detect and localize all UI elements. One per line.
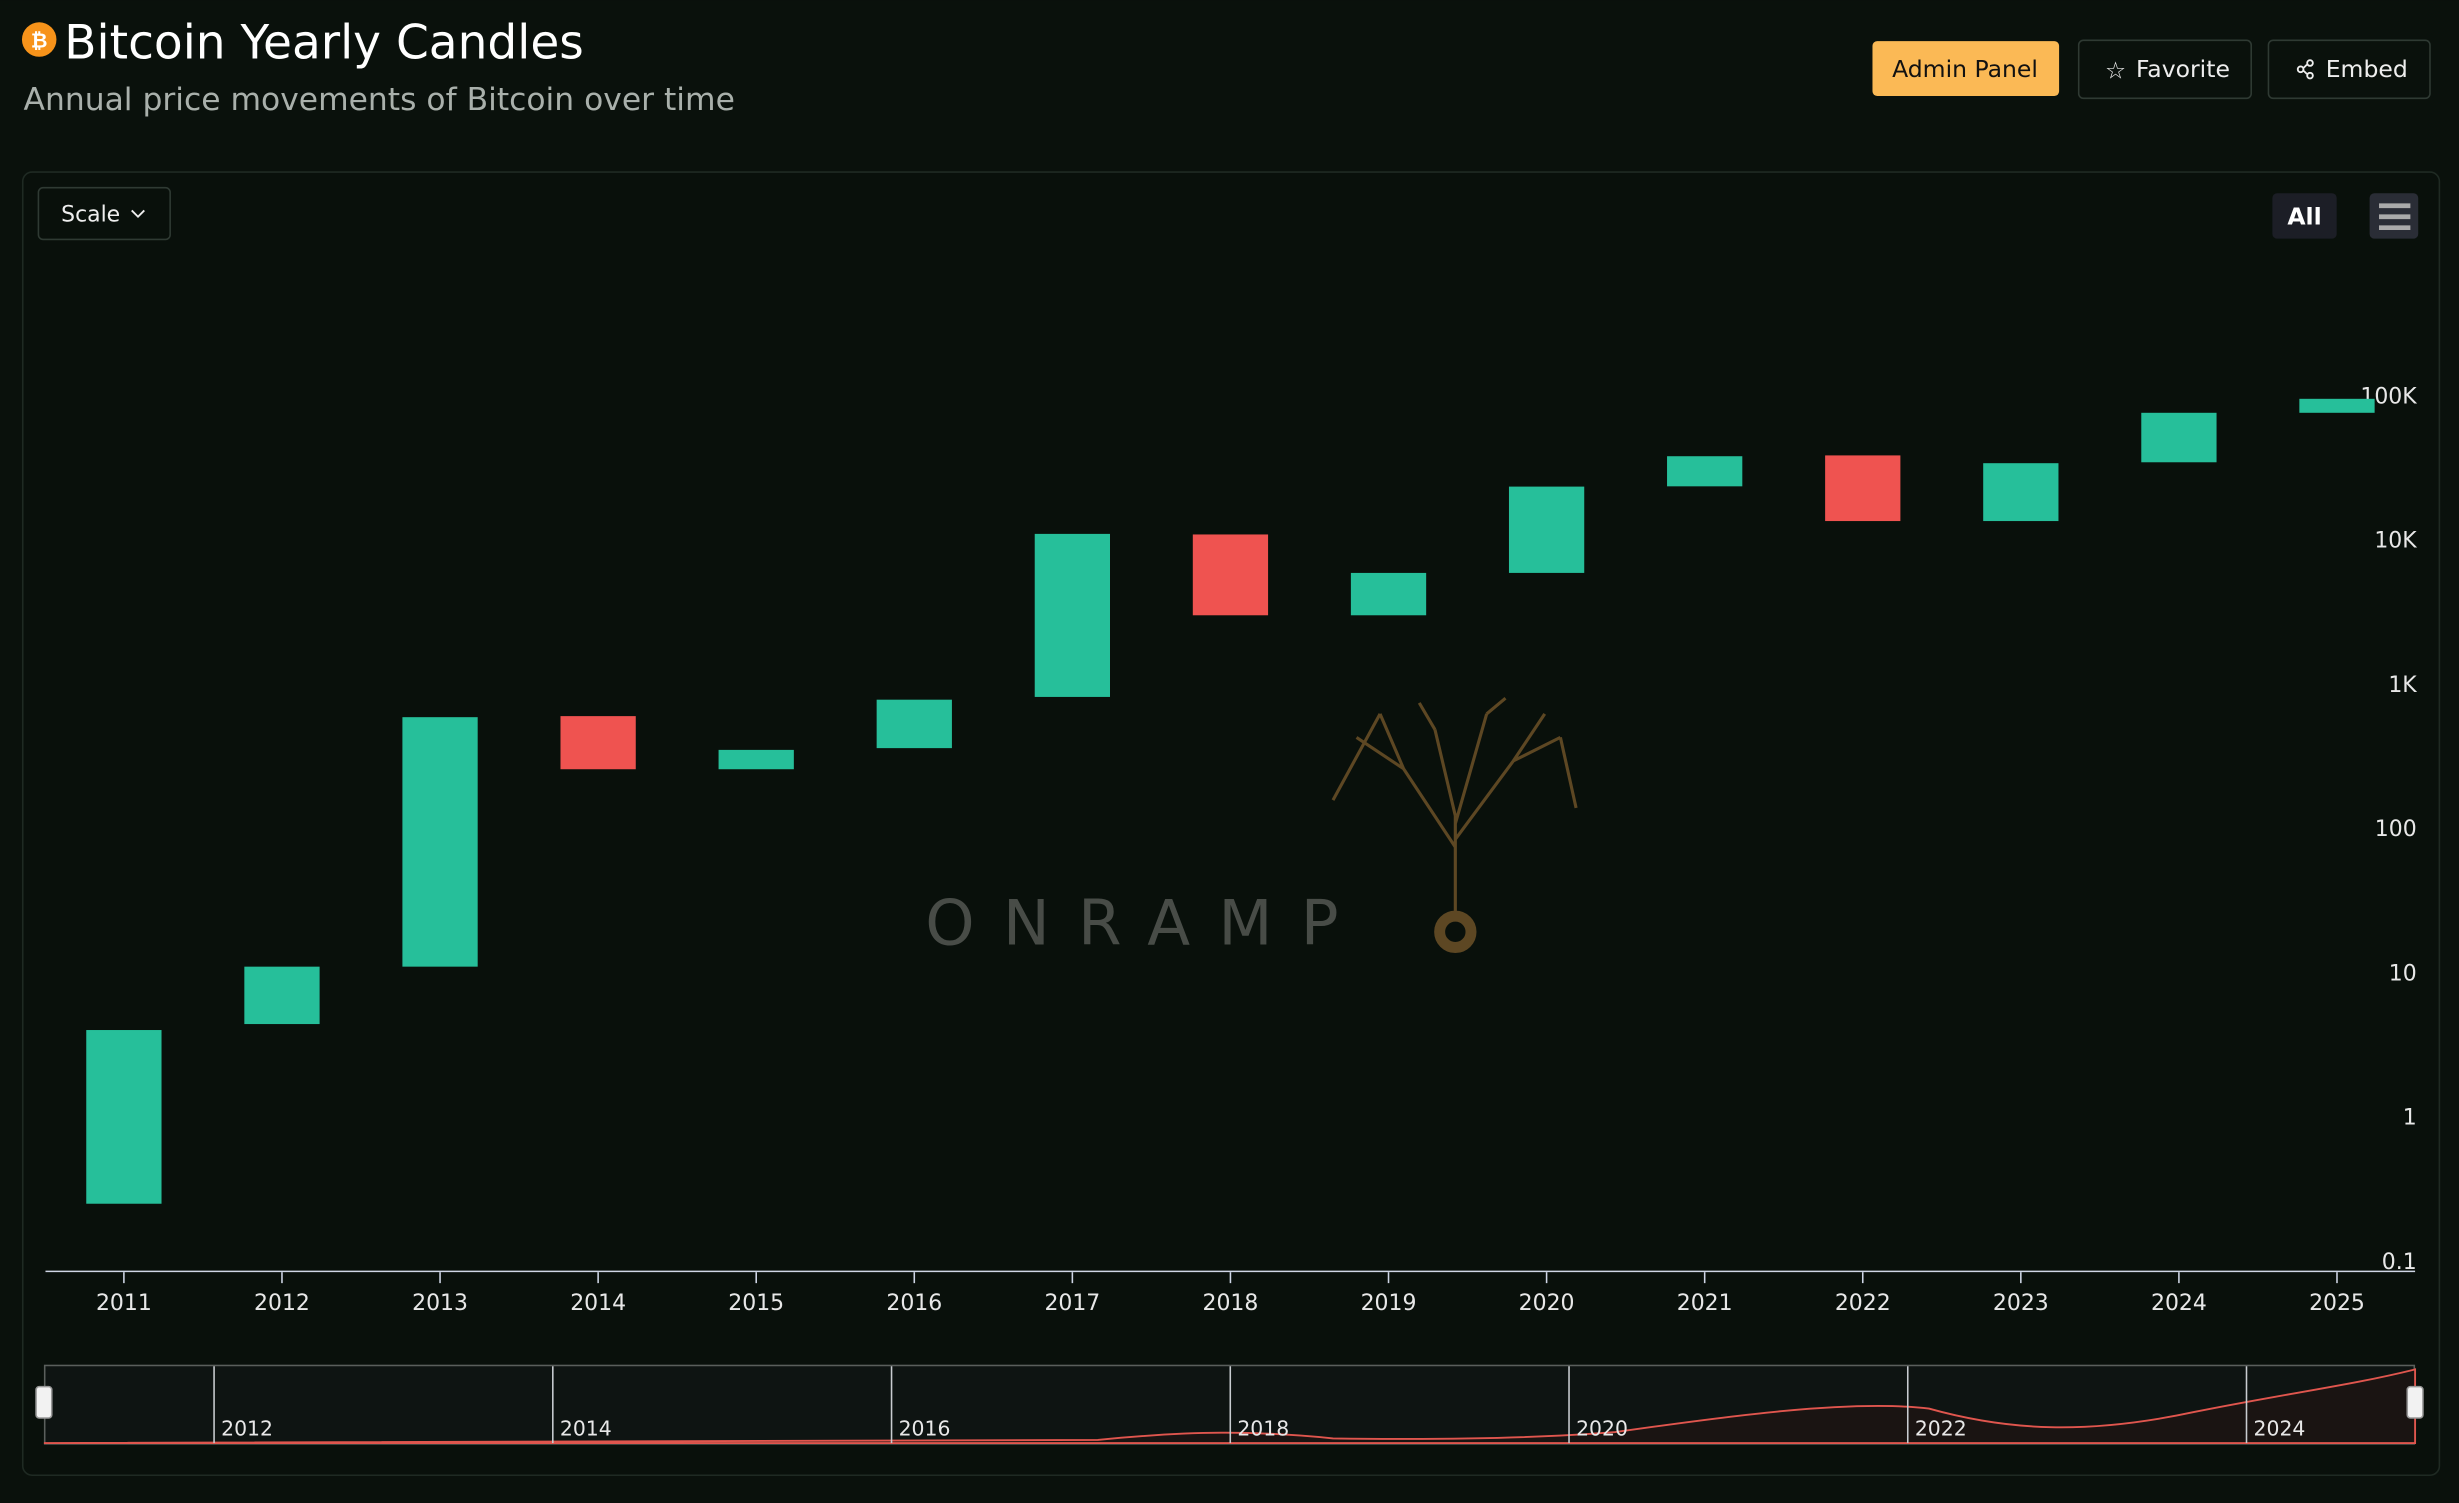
navigator-handle[interactable]: [2406, 1385, 2424, 1419]
x-tick-label: 2014: [570, 1291, 626, 1316]
bitcoin-symbol: ₿: [31, 28, 48, 52]
navigator-series: [43, 1368, 2417, 1445]
x-tick-label: 2019: [1361, 1291, 1417, 1316]
chevron: [131, 209, 145, 219]
share-icon: [2296, 59, 2314, 80]
scale-dropdown-label[interactable]: Scale: [61, 202, 120, 227]
candle-body: [560, 716, 636, 770]
navigator-label: 2012: [221, 1416, 273, 1440]
candle-body: [1825, 455, 1901, 522]
tree-icon: [1331, 696, 1578, 954]
x-tick-label: 2012: [254, 1291, 310, 1316]
candle-body: [402, 717, 478, 967]
navigator-label: 2016: [899, 1416, 951, 1440]
x-tick-label: 2013: [412, 1291, 468, 1316]
subtitle: Annual price movements of Bitcoin over t…: [24, 82, 735, 118]
y-tick-label: 100: [2375, 817, 2417, 842]
x-tick-label: 2015: [728, 1291, 784, 1316]
x-tick-label: 2016: [886, 1291, 942, 1316]
x-tick-label: 2024: [2151, 1291, 2207, 1316]
navigator-labels: 2012 2014 2016 2018 2020 2022 2024: [213, 1366, 2306, 1444]
y-tick-label: 10K: [2374, 529, 2417, 554]
x-tick-label: 2025: [2309, 1291, 2365, 1316]
navigator-label: 2024: [2254, 1416, 2306, 1440]
x-tick-label: 2018: [1203, 1291, 1259, 1316]
x-tick-label: 2023: [1993, 1291, 2049, 1316]
candle-body: [718, 749, 794, 770]
x-tick-label: 2017: [1044, 1291, 1100, 1316]
candle-body: [2141, 412, 2217, 463]
navigator-label: 2022: [1915, 1416, 1967, 1440]
x-tick-label: 2011: [96, 1291, 152, 1316]
candle-body: [86, 1030, 162, 1204]
candle-body: [1983, 463, 2059, 522]
favorite-button[interactable]: [2077, 39, 2252, 100]
watermark-text: ONRAMP: [925, 886, 1367, 959]
admin-button-label[interactable]: Admin Panel: [1892, 55, 2038, 83]
bitcoin-icon: [21, 22, 57, 57]
candle-body: [244, 966, 320, 1025]
y-tick-label: 10: [2389, 961, 2417, 986]
title: Bitcoin Yearly Candles: [64, 15, 583, 70]
y-tick-label: 0.1: [2382, 1250, 2417, 1275]
navigator-label: 2014: [560, 1416, 612, 1440]
navigator-label: 2018: [1237, 1416, 1289, 1440]
y-tick-label: 1K: [2388, 673, 2417, 698]
menu-icon: [2379, 203, 2411, 231]
x-tick-label: 2021: [1677, 1291, 1733, 1316]
embed-button-label[interactable]: Embed: [2326, 55, 2408, 83]
navigator-handle[interactable]: [35, 1385, 53, 1419]
admin-button[interactable]: [1872, 41, 2060, 96]
favorite-button-label[interactable]: Favorite: [2136, 55, 2230, 83]
x-tick-label: 2020: [1519, 1291, 1575, 1316]
candle-body: [1350, 572, 1427, 616]
range-all-label[interactable]: All: [2287, 203, 2321, 231]
candle-body: [876, 699, 952, 749]
candle-body: [2299, 398, 2375, 413]
y-tick-label: 1: [2403, 1106, 2417, 1131]
scale-dropdown[interactable]: [37, 186, 171, 241]
candle-body: [1192, 534, 1269, 616]
embed-button[interactable]: [2267, 39, 2431, 100]
candle-body: [1667, 456, 1743, 487]
candle-body: [1508, 486, 1585, 573]
x-tick-label: 2022: [1835, 1291, 1891, 1316]
candle-body: [1034, 533, 1111, 697]
range-all-button[interactable]: [2272, 193, 2337, 239]
watermark: ONRAMP: [925, 696, 1578, 959]
star-icon[interactable]: ☆: [2105, 57, 2126, 85]
navigator-label: 2020: [1576, 1416, 1628, 1440]
